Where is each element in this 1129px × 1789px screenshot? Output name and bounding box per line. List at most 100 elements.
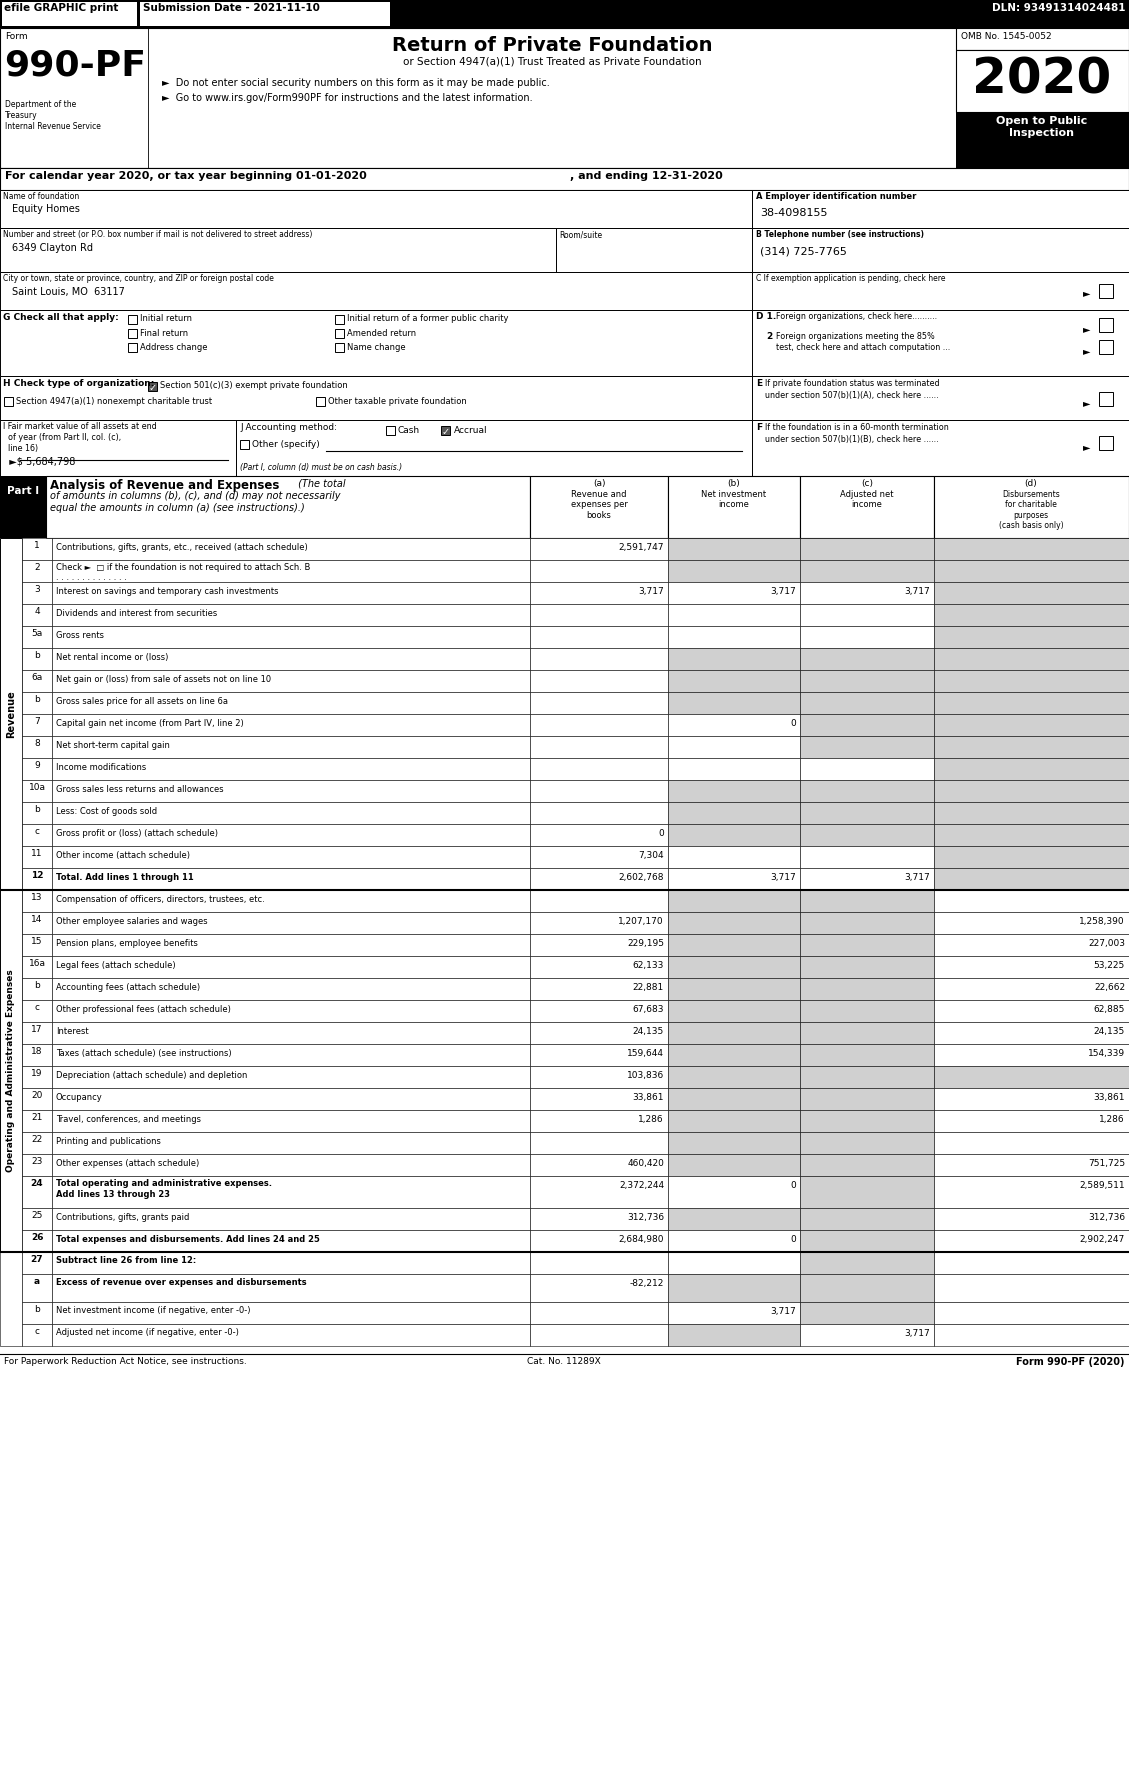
Text: Interest on savings and temporary cash investments: Interest on savings and temporary cash i…	[56, 587, 279, 596]
Bar	[530, 1045, 668, 1066]
Bar	[530, 780, 668, 801]
Text: Add lines 13 through 23: Add lines 13 through 23	[56, 1190, 170, 1199]
Text: Initial return of a former public charity: Initial return of a former public charit…	[347, 315, 508, 324]
Text: 2,589,511: 2,589,511	[1079, 1181, 1124, 1190]
Text: 460,420: 460,420	[627, 1159, 664, 1168]
Bar	[21, 759, 52, 780]
Text: 159,644: 159,644	[627, 1048, 664, 1057]
Bar	[21, 605, 52, 626]
Text: Dividends and interest from securities: Dividends and interest from securities	[56, 608, 217, 617]
Text: 10a: 10a	[28, 784, 45, 793]
Bar	[668, 889, 800, 912]
Text: 38-4098155: 38-4098155	[760, 208, 828, 218]
Text: 2: 2	[34, 564, 40, 572]
Text: F: F	[756, 422, 762, 431]
Bar	[934, 780, 1129, 801]
Text: 2,602,768: 2,602,768	[619, 873, 664, 882]
Bar	[46, 476, 530, 538]
Bar	[21, 1231, 52, 1252]
Bar	[800, 581, 934, 605]
Bar	[668, 692, 800, 714]
Bar	[52, 1000, 530, 1022]
Text: Depreciation (attach schedule) and depletion: Depreciation (attach schedule) and deple…	[56, 1072, 247, 1081]
Bar	[934, 912, 1129, 934]
Bar	[752, 420, 1129, 476]
Text: (c): (c)	[861, 479, 873, 488]
Text: 7,304: 7,304	[638, 852, 664, 861]
Bar	[236, 420, 752, 476]
Text: ►: ►	[1083, 442, 1091, 453]
Bar	[800, 560, 934, 581]
Bar	[52, 560, 530, 581]
Bar	[934, 476, 1129, 538]
Bar	[0, 889, 21, 1252]
Text: 8: 8	[34, 739, 40, 748]
Bar	[530, 825, 668, 846]
Bar	[934, 759, 1129, 780]
Text: 227,003: 227,003	[1088, 939, 1124, 948]
Text: ✓: ✓	[441, 428, 450, 437]
Bar	[668, 1231, 800, 1252]
Text: 2020: 2020	[972, 55, 1112, 104]
Text: Cash: Cash	[399, 426, 420, 435]
Bar	[668, 538, 800, 560]
Bar	[1099, 392, 1113, 406]
Bar	[530, 560, 668, 581]
Bar	[21, 1324, 52, 1345]
Bar	[530, 1302, 668, 1324]
Bar	[800, 1000, 934, 1022]
Bar	[335, 329, 344, 338]
Bar	[800, 605, 934, 626]
Bar	[0, 376, 752, 420]
Bar	[21, 1045, 52, 1066]
Bar	[530, 912, 668, 934]
Text: Section 501(c)(3) exempt private foundation: Section 501(c)(3) exempt private foundat…	[160, 381, 348, 390]
Text: Cat. No. 11289X: Cat. No. 11289X	[527, 1358, 601, 1367]
Bar	[668, 846, 800, 868]
Text: 25: 25	[32, 1211, 43, 1220]
Bar	[52, 1066, 530, 1088]
Bar	[800, 1231, 934, 1252]
Text: Amended return: Amended return	[347, 329, 417, 338]
Text: under section 507(b)(1)(B), check here ......: under section 507(b)(1)(B), check here .…	[765, 435, 938, 444]
Bar	[530, 735, 668, 759]
Bar	[934, 1324, 1129, 1345]
Bar	[52, 1154, 530, 1175]
Bar	[934, 605, 1129, 626]
Bar	[934, 714, 1129, 735]
Bar	[21, 648, 52, 671]
Text: b: b	[34, 1304, 40, 1313]
Bar	[21, 560, 52, 581]
Bar	[668, 671, 800, 692]
Bar	[668, 605, 800, 626]
Text: Compensation of officers, directors, trustees, etc.: Compensation of officers, directors, tru…	[56, 894, 264, 903]
Bar	[52, 714, 530, 735]
Bar	[530, 626, 668, 648]
Text: Part I: Part I	[7, 487, 40, 496]
Text: Total. Add lines 1 through 11: Total. Add lines 1 through 11	[56, 873, 194, 882]
Text: 19: 19	[32, 1070, 43, 1079]
Text: 5a: 5a	[32, 630, 43, 639]
Text: 3: 3	[34, 585, 40, 594]
Bar	[800, 648, 934, 671]
Bar	[21, 1252, 52, 1274]
Text: 0: 0	[790, 1181, 796, 1190]
Bar	[316, 397, 325, 406]
Bar	[21, 780, 52, 801]
Bar	[800, 825, 934, 846]
Text: ►: ►	[1083, 397, 1091, 408]
Bar	[934, 1302, 1129, 1324]
Bar	[956, 29, 1129, 50]
Text: Taxes (attach schedule) (see instructions): Taxes (attach schedule) (see instruction…	[56, 1048, 231, 1057]
Text: 312,736: 312,736	[1088, 1213, 1124, 1222]
Text: 229,195: 229,195	[627, 939, 664, 948]
Text: Check ►  □ if the foundation is not required to attach Sch. B: Check ► □ if the foundation is not requi…	[56, 564, 310, 572]
Text: -82,212: -82,212	[630, 1279, 664, 1288]
Text: 26: 26	[30, 1233, 43, 1242]
Text: 3,717: 3,717	[770, 1308, 796, 1317]
Bar	[530, 476, 668, 538]
Text: 2,902,247: 2,902,247	[1079, 1234, 1124, 1243]
Bar	[934, 1066, 1129, 1088]
Text: 12: 12	[30, 871, 43, 880]
Bar	[800, 934, 934, 955]
